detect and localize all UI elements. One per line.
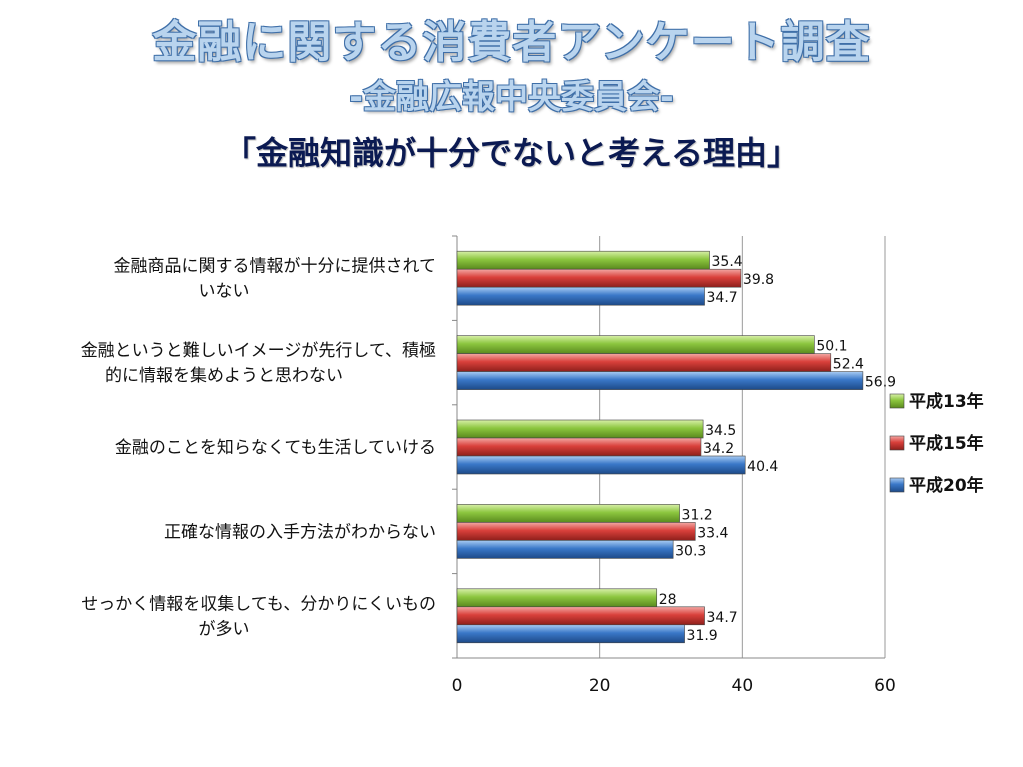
data-label: 56.9 xyxy=(865,375,896,391)
category-label-line: 的に情報を集めようと思わない xyxy=(105,366,343,386)
data-label: 39.8 xyxy=(743,272,774,288)
slide-title: 金融に関する消費者アンケート調査 xyxy=(152,17,871,68)
category-label-line: せっかく情報を収集しても、分かりにくいもの xyxy=(81,594,436,614)
bar xyxy=(456,624,685,644)
legend-swatch xyxy=(889,477,905,493)
category-label-line: 正確な情報の入手方法がわからない xyxy=(164,522,436,542)
data-label: 50.1 xyxy=(816,339,847,355)
bar xyxy=(456,286,705,306)
bar xyxy=(456,588,658,608)
data-label: 34.5 xyxy=(705,423,736,439)
category-label: 金融というと難しいイメージが先行して、積極的に情報を集めようと思わない xyxy=(81,341,436,386)
bar xyxy=(456,353,832,372)
data-label: 34.2 xyxy=(703,441,734,457)
bar xyxy=(456,455,746,475)
category-label: せっかく情報を収集しても、分かりにくいものが多い xyxy=(81,594,436,639)
category-label-line: いない xyxy=(199,282,250,302)
labels: 0 20 40 60 35.439.8 34.7 金融商品に関する情報が十分に提供されていな… xyxy=(81,254,896,696)
bar xyxy=(456,606,705,626)
data-label: 28 xyxy=(659,592,677,608)
x-tick-label: 0 xyxy=(452,676,463,696)
x-tick-label: 20 xyxy=(589,676,611,696)
x-tick-label: 60 xyxy=(874,676,896,696)
legend-label: 平成15年 xyxy=(909,433,984,454)
chart-heading: 「金融知識が十分でないと考える理由」 xyxy=(223,134,800,172)
bar xyxy=(456,522,696,541)
data-label: 35.4 xyxy=(712,254,743,270)
legend-label: 平成13年 xyxy=(909,391,984,412)
legend-swatch xyxy=(889,393,905,409)
data-label: 33.4 xyxy=(697,525,728,541)
bar xyxy=(456,504,680,523)
data-label: 52.4 xyxy=(833,357,864,373)
category-label-line: が多い xyxy=(199,619,250,639)
bar xyxy=(456,335,815,354)
legend-label: 平成20年 xyxy=(909,475,984,496)
data-label: 30.3 xyxy=(675,543,706,559)
data-label: 34.7 xyxy=(707,610,738,626)
data-label: 31.2 xyxy=(682,507,713,523)
data-label: 40.4 xyxy=(747,459,778,475)
bar xyxy=(456,419,704,439)
data-label: 34.7 xyxy=(707,290,738,306)
category-label: 正確な情報の入手方法がわからない xyxy=(164,522,436,542)
bar xyxy=(456,540,674,559)
x-tick-label: 40 xyxy=(732,676,754,696)
slide-subtitle: -金融広報中央委員会- xyxy=(349,77,674,116)
bars xyxy=(456,250,864,644)
category-label-line: 金融のことを知らなくても生活していける xyxy=(115,438,436,458)
bar xyxy=(456,268,742,288)
category-label-line: 金融というと難しいイメージが先行して、積極 xyxy=(81,341,436,361)
bar xyxy=(456,250,710,270)
bar xyxy=(456,371,864,390)
category-label: 金融のことを知らなくても生活していける xyxy=(115,438,436,458)
category-label: 金融商品に関する情報が十分に提供されていない xyxy=(114,257,437,302)
bar xyxy=(456,437,702,457)
category-label-line: 金融商品に関する情報が十分に提供されて xyxy=(114,257,437,277)
legend-swatch xyxy=(889,435,905,451)
data-label: 31.9 xyxy=(687,628,718,644)
grid xyxy=(452,235,886,659)
